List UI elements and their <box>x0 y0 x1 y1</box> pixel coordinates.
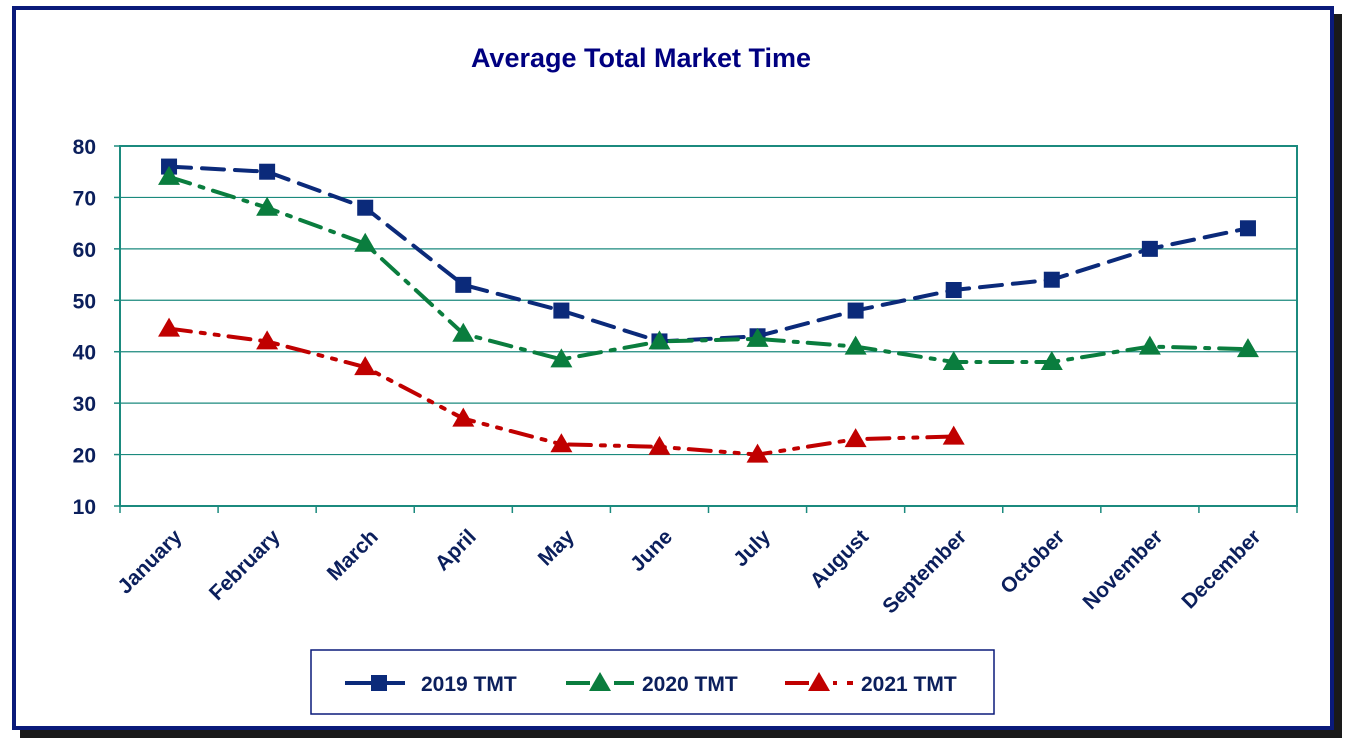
series-3 <box>158 317 965 463</box>
data-point <box>942 351 965 370</box>
data-point <box>1239 220 1256 237</box>
data-point <box>259 163 276 180</box>
data-point <box>945 282 962 298</box>
legend-marker <box>371 675 387 691</box>
data-point <box>1040 351 1063 370</box>
data-point <box>746 443 769 463</box>
y-tick-label: 60 <box>73 239 96 262</box>
series-line <box>167 174 1250 364</box>
y-tick-label: 80 <box>73 136 96 159</box>
legend-item: 2019 TMT <box>345 673 517 696</box>
y-tick-label: 20 <box>73 445 96 468</box>
gridlines <box>120 196 1297 456</box>
data-point <box>553 302 570 319</box>
data-point <box>256 330 279 350</box>
data-point <box>648 330 671 350</box>
data-point <box>746 327 769 347</box>
legend-box <box>310 649 995 715</box>
y-tick-label: 70 <box>73 187 96 210</box>
series-lines <box>158 158 1259 463</box>
data-point <box>844 428 867 448</box>
data-point <box>455 276 472 293</box>
data-point <box>648 435 671 455</box>
series-line <box>167 164 1250 344</box>
data-point <box>354 356 377 376</box>
legend-item: 2021 TMT <box>785 672 957 696</box>
data-point <box>847 302 864 319</box>
data-point <box>844 335 867 355</box>
legend-item: 2020 TMT <box>566 672 738 696</box>
data-point <box>942 425 965 445</box>
data-point <box>452 322 475 342</box>
y-axis: 10 20 30 40 50 60 70 80 <box>73 136 120 519</box>
legend-marker <box>589 672 611 691</box>
data-point <box>550 348 573 368</box>
series-2 <box>158 165 1259 370</box>
data-point <box>452 407 475 427</box>
legend-marker <box>808 672 830 691</box>
data-point <box>158 317 181 337</box>
data-point <box>256 196 279 216</box>
y-tick-label: 40 <box>73 342 96 365</box>
data-point <box>550 433 573 453</box>
chart-title: Average Total Market Time <box>471 43 811 73</box>
y-tick-label: 50 <box>73 290 96 313</box>
y-tick-label: 10 <box>73 496 96 519</box>
data-point <box>1138 335 1161 355</box>
data-point <box>1236 338 1259 358</box>
legend-label: 2019 TMT <box>421 673 517 696</box>
series-line <box>167 326 956 457</box>
legend: 2019 TMT 2020 TMT 2021 TMT <box>310 649 995 715</box>
data-point <box>357 199 374 216</box>
frame-border <box>12 6 1334 730</box>
data-point <box>158 165 181 185</box>
data-point <box>1043 271 1060 288</box>
data-point <box>1141 240 1158 257</box>
legend-label: 2021 TMT <box>861 673 957 696</box>
data-point <box>354 232 377 252</box>
legend-label: 2020 TMT <box>642 673 738 696</box>
y-tick-label: 30 <box>73 393 96 416</box>
